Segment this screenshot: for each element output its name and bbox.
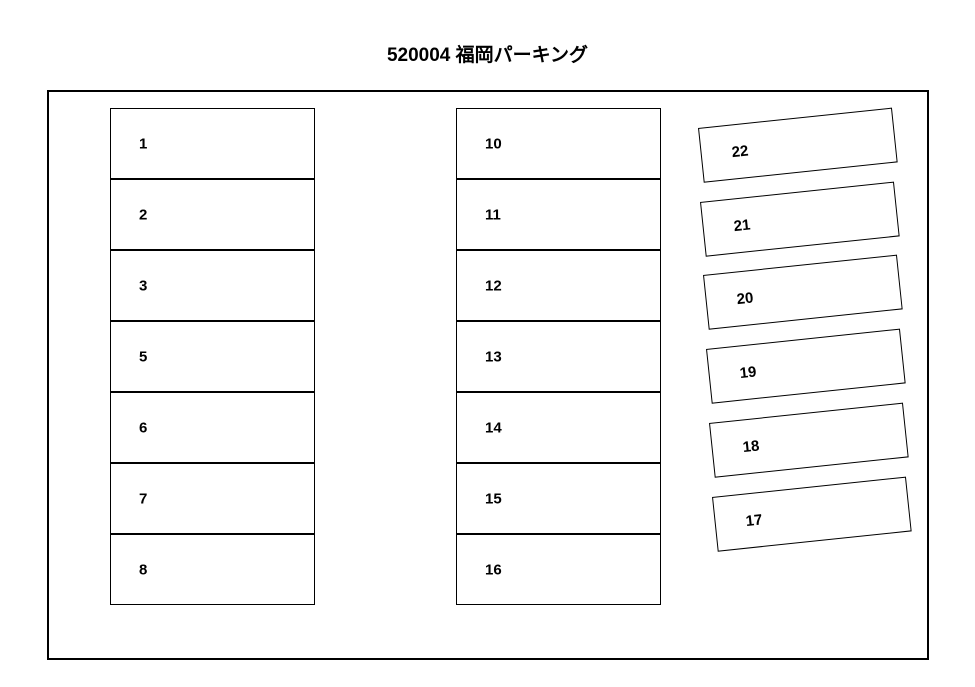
parking-space-label: 19 bbox=[739, 363, 757, 382]
page-title: 520004 福岡パーキング bbox=[0, 40, 975, 67]
parking-space: 8 bbox=[110, 534, 315, 605]
parking-space: 12 bbox=[456, 250, 661, 321]
parking-space-label: 14 bbox=[485, 419, 502, 436]
parking-space: 16 bbox=[456, 534, 661, 605]
parking-space: 2 bbox=[110, 179, 315, 250]
parking-space-label: 12 bbox=[485, 277, 502, 294]
parking-space-label: 10 bbox=[485, 135, 502, 152]
parking-space-label: 15 bbox=[485, 490, 502, 507]
parking-space-label: 5 bbox=[139, 348, 147, 365]
parking-space-label: 13 bbox=[485, 348, 502, 365]
parking-space: 15 bbox=[456, 463, 661, 534]
parking-space: 7 bbox=[110, 463, 315, 534]
parking-space: 6 bbox=[110, 392, 315, 463]
parking-space: 13 bbox=[456, 321, 661, 392]
parking-space-label: 17 bbox=[745, 511, 763, 530]
parking-space: 11 bbox=[456, 179, 661, 250]
parking-space-label: 20 bbox=[736, 289, 754, 308]
parking-space-label: 18 bbox=[742, 437, 760, 456]
parking-space: 10 bbox=[456, 108, 661, 179]
parking-space-label: 2 bbox=[139, 206, 147, 223]
parking-space-label: 11 bbox=[485, 206, 501, 223]
parking-space: 5 bbox=[110, 321, 315, 392]
parking-space-label: 1 bbox=[139, 135, 147, 152]
parking-space: 1 bbox=[110, 108, 315, 179]
parking-space: 14 bbox=[456, 392, 661, 463]
parking-space-label: 16 bbox=[485, 561, 502, 578]
parking-space-label: 22 bbox=[731, 142, 749, 161]
parking-space-label: 21 bbox=[733, 216, 751, 235]
parking-space-label: 6 bbox=[139, 419, 147, 436]
parking-space-label: 8 bbox=[139, 561, 147, 578]
parking-space-label: 7 bbox=[139, 490, 147, 507]
parking-space-label: 3 bbox=[139, 277, 147, 294]
parking-space: 3 bbox=[110, 250, 315, 321]
